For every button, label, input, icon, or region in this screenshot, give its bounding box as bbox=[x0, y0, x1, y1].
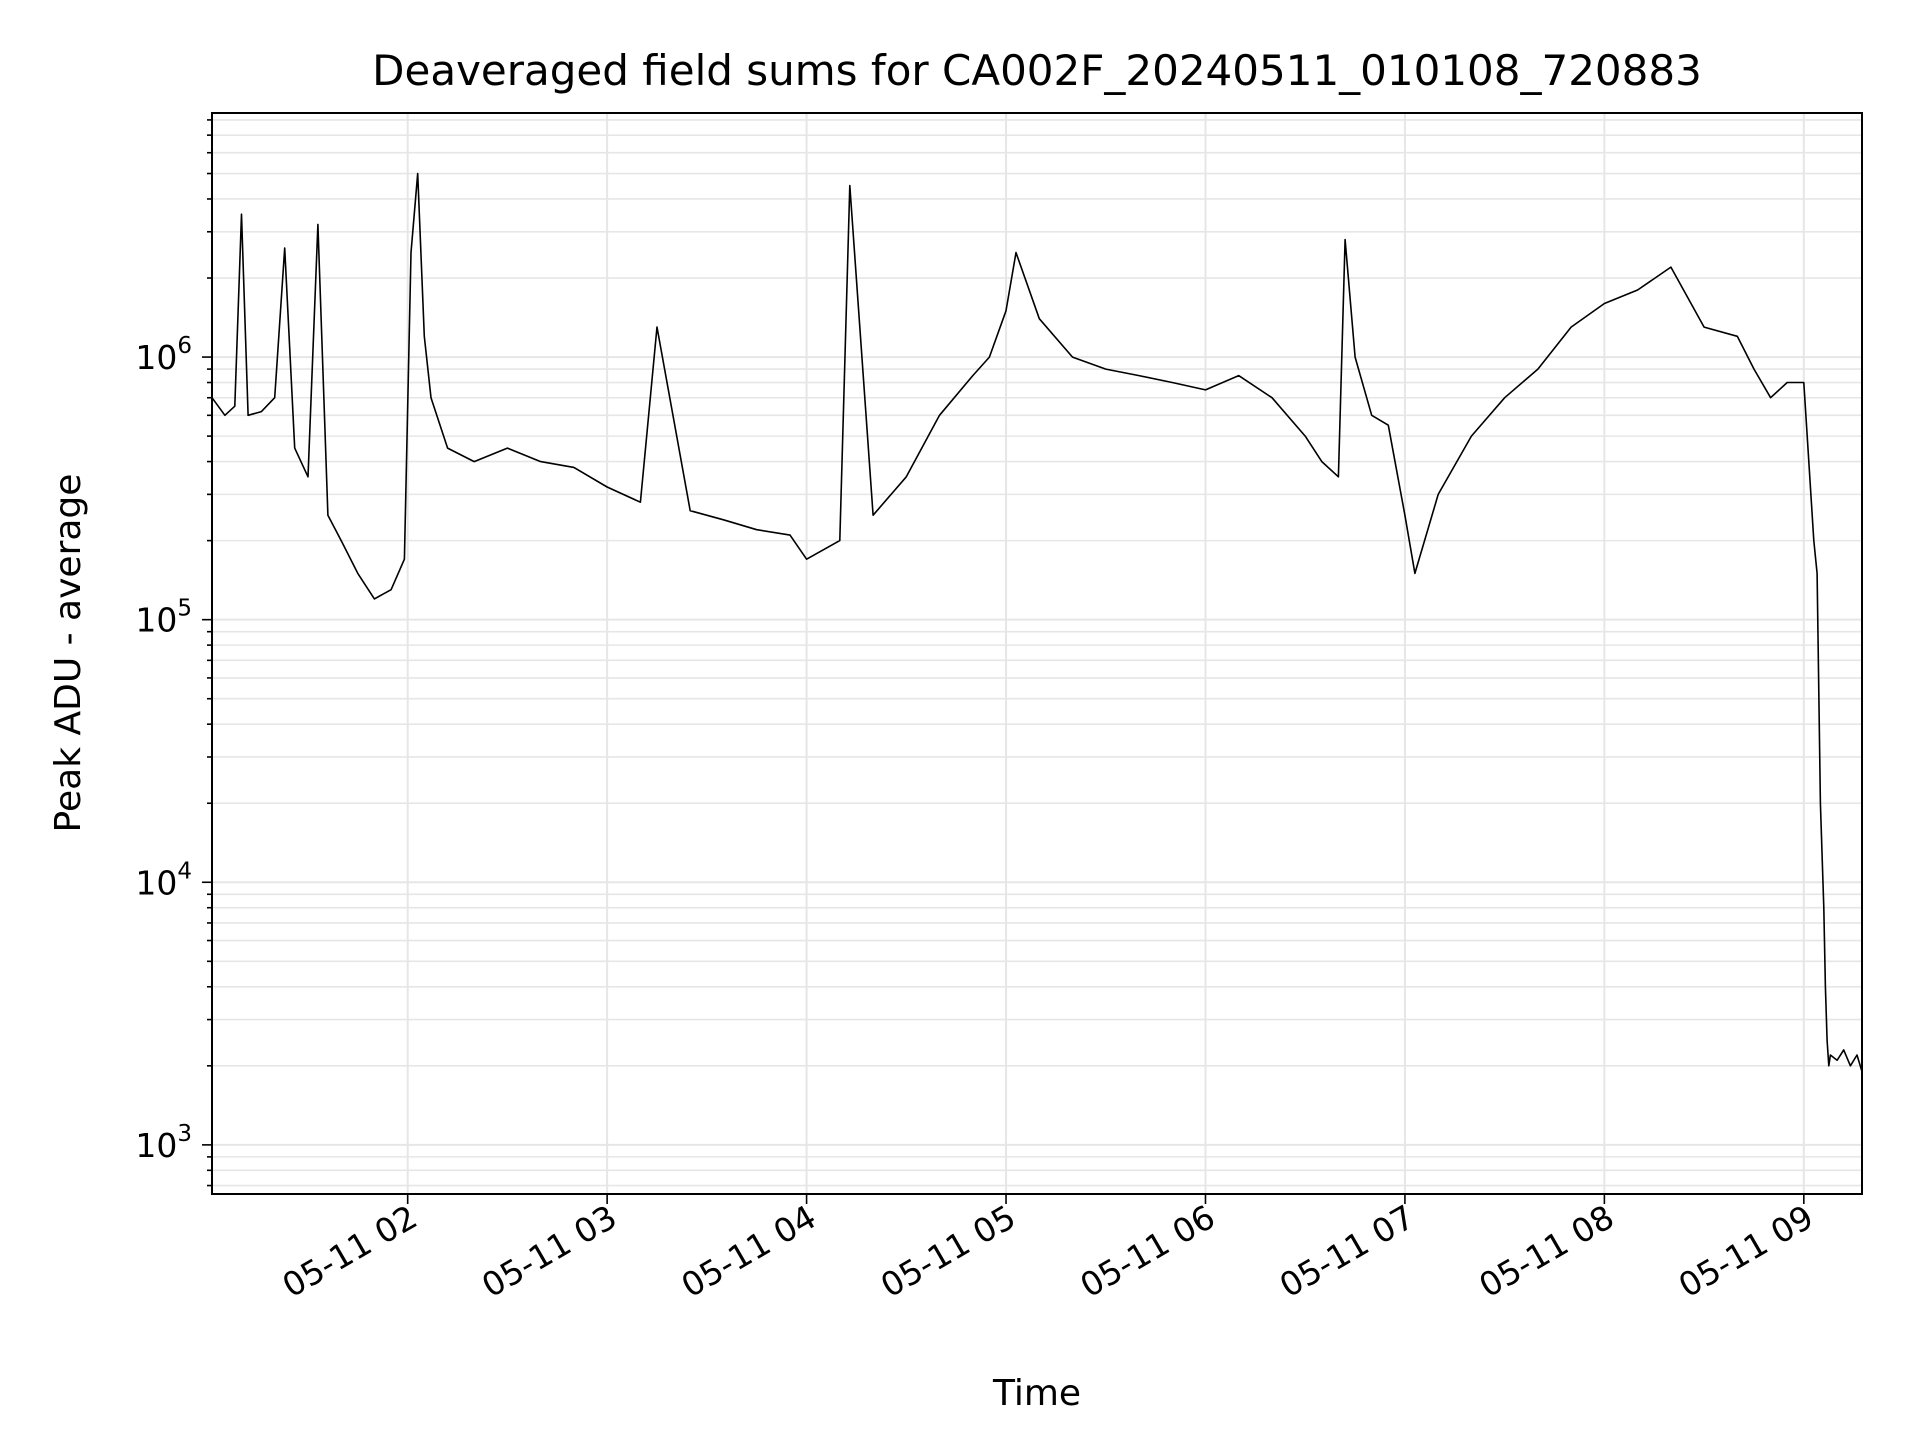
y-tick-label-exponent: 4 bbox=[177, 858, 192, 884]
y-tick-label-exponent: 3 bbox=[177, 1121, 192, 1147]
chart-title: Deaveraged field sums for CA002F_2024051… bbox=[372, 46, 1702, 95]
y-tick-label-base: 10 bbox=[135, 1126, 177, 1165]
y-tick-label-base: 10 bbox=[135, 863, 177, 902]
y-tick-label: 104 bbox=[135, 858, 192, 902]
grid-major-lines bbox=[212, 113, 1862, 1194]
series-line-0 bbox=[211, 172, 1863, 1072]
plot-frame bbox=[211, 112, 1863, 1195]
x-axis-label: Time bbox=[992, 1373, 1081, 1414]
series-group bbox=[211, 172, 1863, 1072]
y-tick-label-base: 10 bbox=[135, 601, 177, 640]
y-axis-label: Peak ADU - average bbox=[48, 474, 89, 833]
y-tick-label-exponent: 5 bbox=[177, 596, 192, 622]
y-tick-label-base: 10 bbox=[135, 338, 177, 377]
grid-minor-lines bbox=[212, 119, 1862, 1187]
y-tick-label: 106 bbox=[135, 333, 192, 377]
y-tick-label: 103 bbox=[135, 1121, 192, 1165]
y-tick-label: 105 bbox=[135, 596, 192, 640]
y-tick-label-exponent: 6 bbox=[177, 333, 192, 359]
